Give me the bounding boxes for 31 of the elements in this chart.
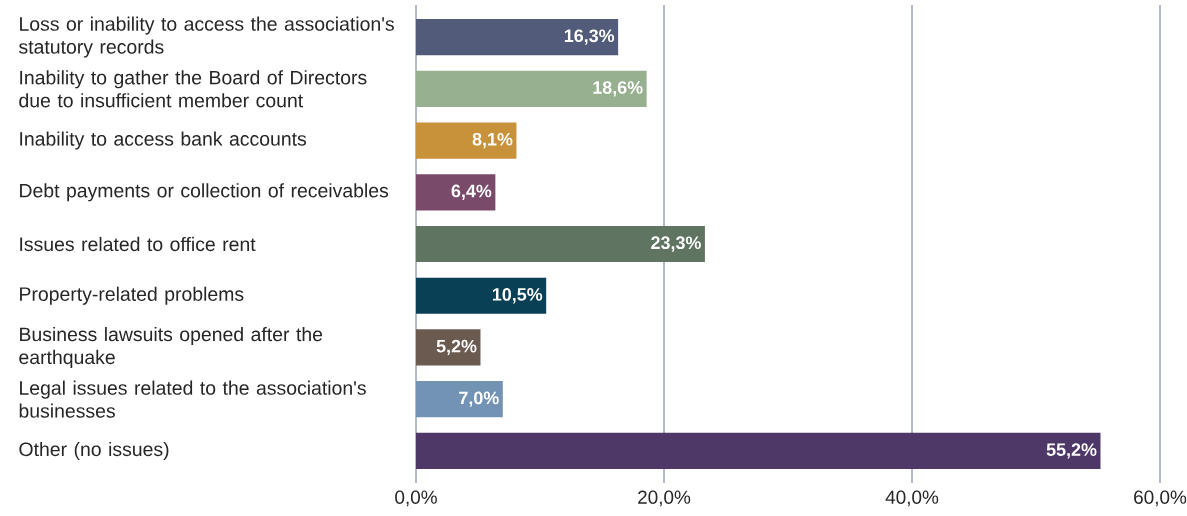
bar bbox=[416, 70, 647, 107]
data-label: 7,0% bbox=[459, 391, 499, 407]
y-tick-label: Loss or inability to access the association's statutory records bbox=[19, 16, 394, 58]
bar bbox=[416, 18, 619, 56]
data-label: 16,3% bbox=[564, 29, 615, 45]
bar bbox=[416, 122, 517, 159]
y-tick-label: Debt payments or collection of receivables bbox=[20, 183, 389, 202]
data-label: 18,6% bbox=[593, 81, 643, 97]
bar bbox=[416, 225, 705, 263]
x-tick-label: 0,0% bbox=[395, 490, 437, 507]
y-tick-label: Issues related to office rent bbox=[20, 236, 256, 252]
data-label: 10,5% bbox=[492, 288, 543, 304]
y-tick-label: Inability to access bank accounts bbox=[20, 131, 307, 150]
y-tick-label: Business lawsuits opened after the earthquake bbox=[19, 326, 323, 368]
y-tick-label: Inability to gather the Board of Directors due to insufficient member count bbox=[19, 70, 367, 108]
data-label: 5,2% bbox=[436, 339, 477, 356]
x-tick-label: 60,0% bbox=[1134, 490, 1187, 507]
bar bbox=[416, 432, 1101, 470]
x-tick-label: 20,0% bbox=[638, 490, 691, 507]
bar bbox=[416, 277, 547, 314]
data-label: 55,2% bbox=[1046, 443, 1097, 459]
data-label: 23,3% bbox=[651, 236, 701, 252]
data-label: 8,1% bbox=[472, 132, 513, 149]
data-label: 6,4% bbox=[451, 184, 492, 200]
y-tick-label: Legal issues related to the association's businesses bbox=[19, 380, 366, 418]
x-tick-label: 40,0% bbox=[885, 490, 939, 507]
y-tick-label: Property-related problems bbox=[20, 286, 244, 305]
bar bbox=[416, 381, 503, 418]
bar bbox=[416, 174, 496, 211]
bar bbox=[416, 329, 481, 366]
y-tick-label: Other (no issues) bbox=[19, 441, 169, 460]
